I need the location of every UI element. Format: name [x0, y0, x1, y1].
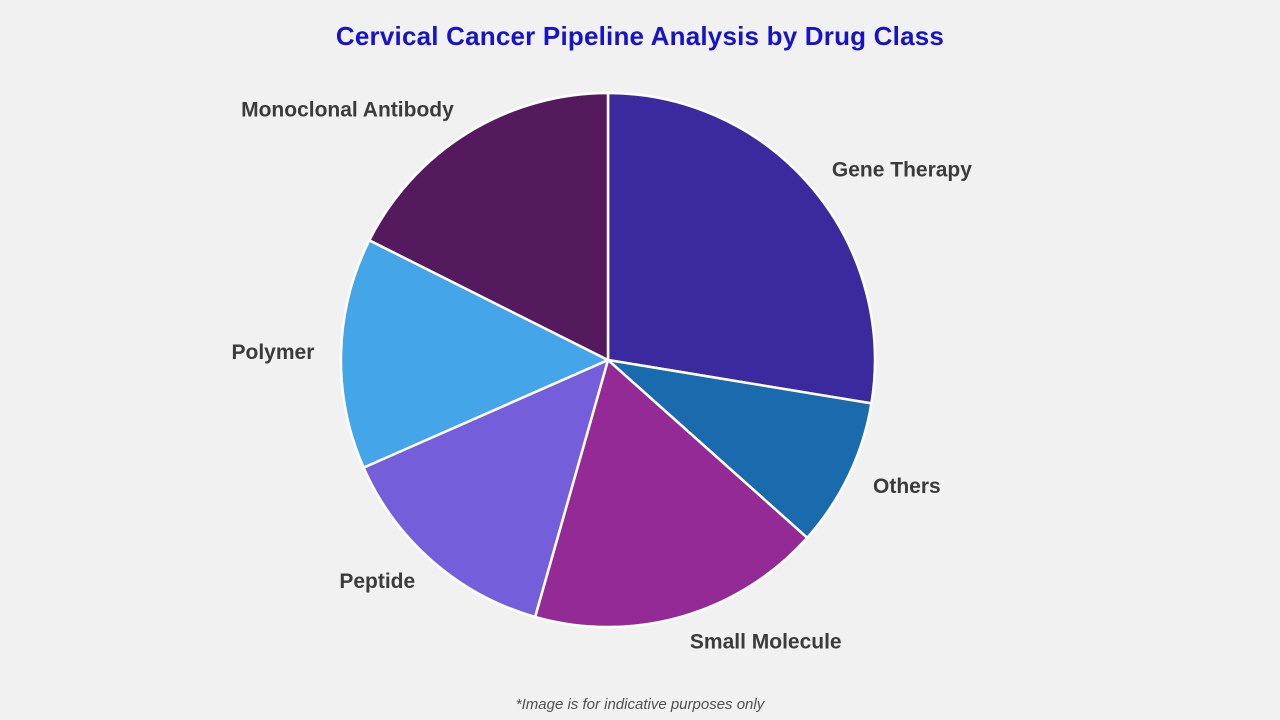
pie-slice-peptide: [362, 358, 610, 619]
pie-label-small-molecule: Small Molecule: [690, 631, 842, 654]
pie-slice-polymer: [339, 239, 610, 469]
pie-label-monoclonal-antibody: Monoclonal Antibody: [241, 99, 454, 122]
footnote: *Image is for indicative purposes only: [515, 696, 765, 713]
chart-title: Cervical Cancer Pipeline Analysis by Dru…: [335, 21, 945, 51]
pie-label-polymer: Polymer: [232, 341, 315, 364]
pie-slice-monoclonal-antibody: [368, 91, 610, 362]
pie-label-peptide: Peptide: [339, 570, 415, 593]
pie-slice-others: [606, 358, 873, 540]
pie-slice-gene-therapy: [606, 91, 877, 405]
pie-slice-small-molecule: [533, 358, 809, 629]
pie-label-others: Others: [873, 475, 941, 498]
pie-label-gene-therapy: Gene Therapy: [832, 159, 972, 182]
